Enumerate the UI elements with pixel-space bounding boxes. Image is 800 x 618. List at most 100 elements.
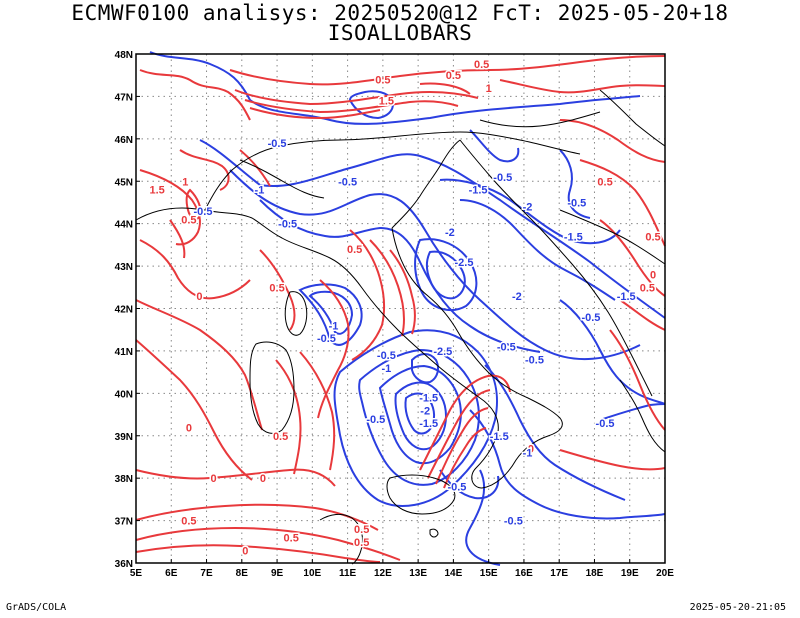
contour-neg — [439, 178, 621, 245]
contour-label: -0.5 — [194, 206, 213, 218]
contour-label: 0 — [242, 545, 248, 557]
balkan-coast — [459, 139, 653, 397]
contour-label: -1 — [255, 185, 265, 197]
contour-label: 0.5 — [640, 282, 655, 294]
contour-pos — [435, 407, 489, 485]
contour-pos — [169, 219, 186, 259]
contour-pos — [559, 449, 666, 471]
contour-pos — [259, 249, 296, 331]
lat-tick-label: 36N — [115, 559, 133, 570]
contour-neg — [559, 149, 591, 219]
contour-label: -0.5 — [504, 516, 523, 528]
contour-label: -1 — [382, 363, 392, 375]
contour-pos — [139, 69, 251, 121]
contour-label: -1.5 — [490, 431, 509, 443]
footer-right: 2025-05-20-21:05 — [689, 602, 786, 613]
contour-label: 0 — [528, 443, 534, 455]
contour-label: -0.5 — [278, 219, 297, 231]
contour-label: -1.5 — [469, 185, 488, 197]
contour-label: -2 — [523, 202, 533, 214]
contour-label: -1.5 — [419, 393, 438, 405]
lon-tick-label: 16E — [515, 568, 533, 579]
contour-neg — [298, 283, 363, 346]
contour-label: 0 — [650, 270, 656, 282]
border-inner — [559, 209, 666, 265]
contour-pos — [619, 299, 666, 331]
contour-neg — [414, 238, 478, 312]
contour-label: 0.5 — [375, 74, 390, 86]
contour-pos — [239, 149, 271, 187]
contour-label: -1 — [523, 448, 533, 460]
map-title: ECMWF0100 analisys: 20250520@12 FcT: 202… — [71, 1, 729, 25]
coastlines — [135, 89, 666, 565]
contour-label: 1 — [486, 83, 492, 95]
contour-neg — [348, 90, 394, 120]
contour-pos — [609, 329, 666, 431]
contour-label: 0.5 — [347, 244, 362, 256]
contour-pos — [317, 279, 350, 419]
contour-pos — [299, 351, 336, 471]
contour-label: -0.5 — [596, 418, 615, 430]
contour-label: -0.5 — [447, 482, 466, 494]
contour-label: -0.5 — [377, 350, 396, 362]
contour-label: -0.5 — [581, 312, 600, 324]
contour-pos — [559, 119, 666, 163]
contour-neg — [404, 392, 436, 435]
malta — [429, 528, 439, 538]
contour-pos — [185, 188, 202, 220]
contour-pos — [419, 82, 471, 95]
lon-tick-label: 10E — [303, 568, 321, 579]
contour-label: -0.5 — [268, 138, 287, 150]
alps-border — [204, 131, 581, 211]
graticule-grid — [136, 54, 665, 563]
lon-tick-label: 19E — [621, 568, 639, 579]
contour-neg — [378, 364, 462, 465]
contour-pos — [135, 503, 379, 531]
lat-tick-label: 40N — [115, 389, 133, 400]
contour-label: -1 — [329, 320, 339, 332]
lon-tick-label: 7E — [200, 568, 213, 579]
contour-pos — [244, 99, 459, 114]
contour-label: 0.5 — [273, 431, 288, 443]
lon-tick-label: 14E — [445, 568, 463, 579]
contour-label: 0.5 — [645, 231, 660, 243]
greece-coast — [619, 379, 666, 453]
lat-tick-label: 38N — [115, 474, 133, 485]
sardinia — [249, 341, 295, 434]
contour-label: 0.5 — [284, 533, 299, 545]
lon-tick-label: 5E — [130, 568, 143, 579]
contour-pos — [139, 239, 251, 300]
contour-label: 0.5 — [354, 537, 369, 549]
border-inner — [599, 89, 666, 147]
contour-neg — [308, 290, 354, 335]
contour-pos — [369, 239, 406, 337]
positive-contours — [135, 55, 666, 563]
lat-tick-label: 37N — [115, 517, 133, 528]
contour-label: 0.5 — [181, 516, 196, 528]
contour-label: -2.5 — [433, 346, 452, 358]
contour-pos — [135, 526, 401, 561]
contour-pos — [389, 249, 416, 335]
lat-tick-label: 48N — [115, 50, 133, 61]
contour-pos — [499, 79, 666, 94]
lat-tick-label: 44N — [115, 220, 133, 231]
adriatic-coast — [391, 139, 461, 229]
contour-pos — [275, 359, 302, 475]
contour-label: -2 — [445, 227, 455, 239]
contour-pos — [135, 468, 336, 487]
contour-pos — [599, 219, 666, 297]
negative-contours — [149, 51, 666, 566]
contour-neg — [459, 199, 616, 301]
contour-label: -0.5 — [317, 333, 336, 345]
contour-neg — [469, 409, 666, 520]
contour-label: -0.5 — [366, 414, 385, 426]
contour-label: -0.5 — [493, 172, 512, 184]
lon-tick-label: 8E — [236, 568, 249, 579]
map-subtitle: ISOALLOBARS — [327, 21, 473, 45]
contour-label: -1.5 — [617, 291, 636, 303]
contour-neg — [469, 129, 520, 163]
contour-pos — [229, 55, 666, 86]
contour-pos — [135, 544, 381, 563]
lat-tick-label: 46N — [115, 135, 133, 146]
